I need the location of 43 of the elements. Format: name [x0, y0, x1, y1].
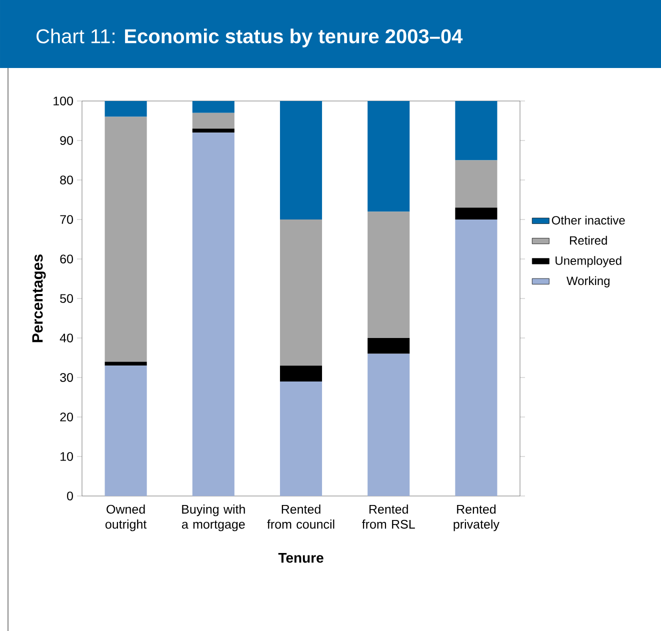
bar: [280, 101, 322, 220]
bar: [455, 101, 498, 160]
y-tick-label: 70: [60, 215, 74, 224]
x-tick-label: Buying with a mortgage: [182, 504, 245, 532]
bar: [455, 220, 498, 496]
bar: [192, 112, 234, 129]
x-tick-label: Rented from council: [267, 504, 334, 529]
y-tick-label: 50: [60, 294, 74, 303]
y-tick-label: 90: [60, 136, 74, 145]
y-tick-label: 100: [54, 96, 73, 106]
bar: [368, 354, 410, 496]
bar: [104, 362, 147, 366]
legend-label: Other inactive: [552, 216, 625, 225]
y-tick-label: 20: [60, 412, 74, 422]
bar: [104, 101, 147, 117]
y-tick-label: 40: [60, 334, 74, 342]
x-tick-label: Rented privately: [454, 504, 500, 532]
bar: [368, 101, 410, 212]
legend-label: Unemployed: [556, 256, 622, 268]
bar: [192, 128, 234, 133]
bar: [280, 220, 322, 366]
bar: [104, 116, 147, 362]
y-tick-label: 60: [60, 254, 74, 264]
bar: [368, 212, 410, 338]
x-tick-label: Rented from RSL: [362, 504, 415, 529]
bar: [280, 381, 322, 496]
bar: [104, 366, 147, 496]
bar: [280, 366, 322, 382]
chart-title: Chart 11: Economic status by tenure 2003–04: [36, 28, 463, 48]
y-axis-title: Percentages: [32, 254, 46, 342]
bar: [192, 101, 234, 113]
x-tick-label: Owned outright: [105, 504, 147, 532]
bar: [368, 338, 410, 354]
y-tick-label: 30: [60, 373, 74, 382]
x-axis-title: Tenure: [278, 553, 324, 563]
bar: [455, 160, 498, 208]
y-tick-label: 10: [60, 452, 74, 461]
y-tick-label: 0: [67, 492, 74, 500]
legend-label: Retired: [570, 236, 607, 245]
y-tick-label: 80: [60, 176, 74, 184]
bar: [455, 208, 498, 220]
bar: [192, 132, 234, 496]
legend-label: Working: [566, 276, 610, 288]
